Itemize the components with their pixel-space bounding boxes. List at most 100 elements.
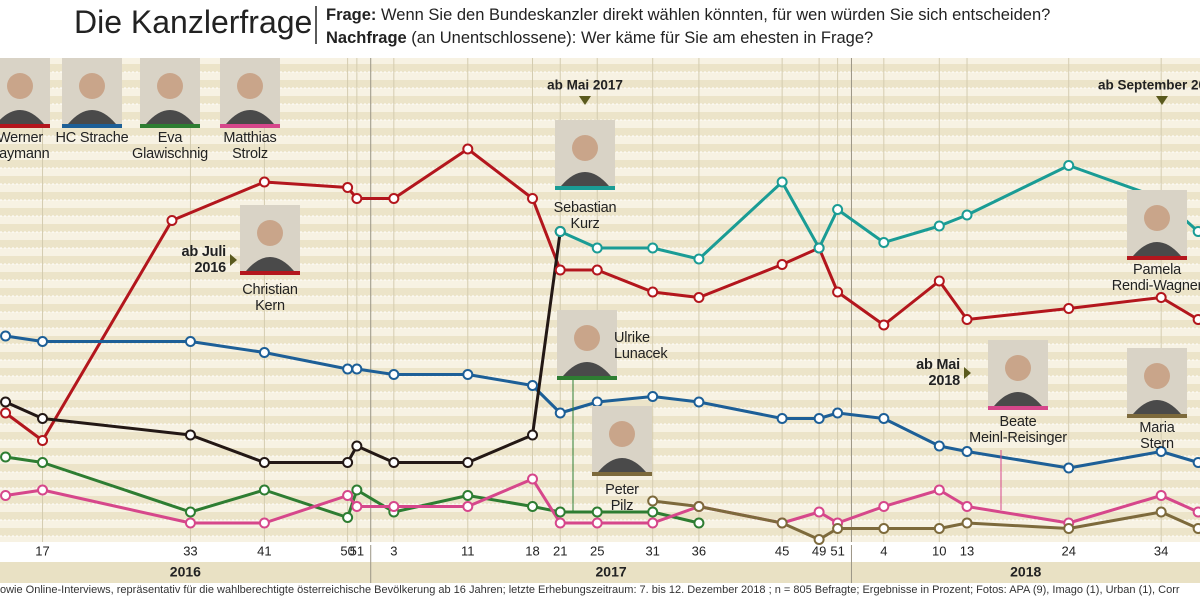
data-point: [351, 484, 363, 496]
portrait: [592, 406, 652, 476]
data-point: [258, 484, 270, 496]
data-point: [693, 292, 705, 303]
portrait-head: [79, 73, 105, 99]
portrait: [555, 120, 615, 190]
data-point: [832, 523, 844, 534]
data-point: [1063, 160, 1075, 171]
portrait: [988, 340, 1048, 410]
data-point: [554, 517, 566, 529]
portrait-head: [609, 421, 635, 447]
data-point: [554, 226, 566, 237]
data-point: [388, 457, 400, 468]
series-line: [4, 231, 562, 464]
portrait: [62, 58, 122, 128]
portrait-head: [257, 220, 283, 246]
data-point: [878, 413, 890, 424]
data-point: [961, 446, 973, 457]
data-point: [591, 517, 603, 529]
data-point: [527, 501, 539, 512]
data-point: [1155, 506, 1167, 518]
legend-label: HC Strache: [55, 130, 129, 146]
data-point: [961, 209, 973, 221]
data-point: [342, 182, 354, 193]
data-point: [388, 369, 400, 380]
data-point: [776, 259, 788, 270]
data-point: [591, 242, 603, 254]
x-tick-label: 13: [960, 543, 974, 558]
portrait-underline: [555, 186, 615, 190]
question: Frage: Wenn Sie den Bundeskanzler direkt…: [326, 4, 1050, 50]
data-point: [961, 501, 973, 512]
data-point: [462, 501, 474, 512]
data-point: [37, 336, 49, 347]
portrait-underline: [1127, 256, 1187, 260]
x-tick-label: 17: [35, 543, 49, 558]
data-point: [813, 413, 825, 424]
portrait-underline: [240, 271, 300, 275]
portrait-underline: [220, 124, 280, 128]
data-point: [1063, 523, 1075, 534]
data-point: [462, 490, 474, 501]
data-point: [166, 215, 178, 226]
data-point: [351, 501, 363, 512]
data-point: [0, 396, 12, 408]
data-point: [388, 501, 400, 512]
data-point: [813, 242, 825, 254]
data-point: [1155, 446, 1167, 457]
data-point: [591, 396, 603, 408]
portrait-head: [237, 73, 263, 99]
annotation-note: ab Mai 2018: [916, 357, 960, 389]
data-point: [0, 330, 12, 342]
title: Die Kanzlerfrage: [74, 4, 313, 40]
year-band: [0, 562, 1200, 583]
x-tick-label: 24: [1061, 543, 1075, 558]
data-point: [1192, 523, 1200, 534]
portrait-head: [157, 73, 183, 99]
portrait-underline: [0, 124, 50, 128]
data-point: [351, 363, 363, 375]
followup-text: (an Unentschlossene): Wer käme für Sie a…: [411, 29, 874, 47]
data-point: [832, 407, 844, 419]
data-point: [554, 506, 566, 518]
data-point: [258, 176, 270, 188]
data-point: [693, 253, 705, 265]
data-point: [37, 435, 49, 446]
data-point: [1155, 292, 1167, 303]
portrait-body: [146, 110, 194, 124]
x-tick-label: 45: [775, 543, 789, 558]
question-text: Wenn Sie den Bundeskanzler direkt wählen…: [381, 6, 1051, 24]
portrait-underline: [140, 124, 200, 128]
x-tick-label: 33: [183, 543, 197, 558]
legend-label: Werner Faymann: [0, 130, 50, 162]
data-point: [258, 347, 270, 358]
portrait-underline: [1127, 414, 1187, 418]
data-point: [351, 440, 363, 452]
portrait: [0, 58, 50, 128]
data-point: [647, 517, 659, 529]
data-point: [878, 501, 890, 512]
question-label: Frage:: [326, 6, 377, 24]
data-point: [527, 473, 539, 485]
data-point: [1192, 506, 1200, 518]
portrait-body: [0, 110, 44, 124]
data-point: [527, 193, 539, 204]
portrait-head: [1144, 205, 1170, 231]
portrait: [240, 205, 300, 275]
portrait-head: [572, 135, 598, 161]
portrait: [220, 58, 280, 128]
x-tick-label: 49: [812, 543, 826, 558]
followup-label: Nachfrage: [326, 29, 407, 47]
portrait-body: [226, 110, 274, 124]
annotation-label: Pamela Rendi-Wagner: [1111, 262, 1200, 294]
data-point: [933, 440, 945, 452]
annotation-label: Beate Meinl-Reisinger: [969, 414, 1067, 446]
portrait: [1127, 190, 1187, 260]
portrait-body: [68, 110, 116, 124]
data-point: [647, 391, 659, 402]
legend-label: Matthias Strolz: [223, 130, 277, 162]
data-point: [342, 363, 354, 375]
data-point: [1063, 303, 1075, 314]
annotation-label: Christian Kern: [242, 282, 298, 314]
